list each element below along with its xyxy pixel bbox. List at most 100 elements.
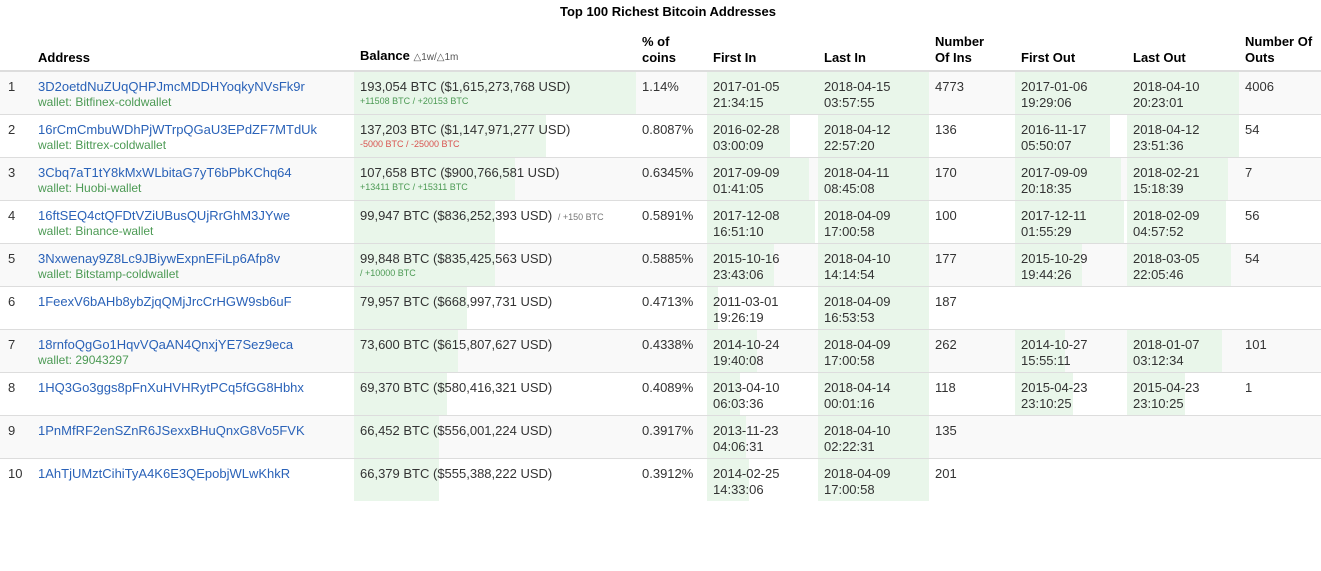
time-value: 14:14:54 (824, 266, 875, 282)
last-in-cell: 2018-04-09 17:00:58 (818, 458, 929, 501)
time-value: 16:53:53 (824, 309, 875, 325)
wallet-label[interactable]: wallet: Huobi-wallet (38, 180, 142, 195)
wallet-label[interactable]: wallet: Bitstamp-coldwallet (38, 266, 179, 281)
col-header-first-out[interactable]: First Out (1015, 26, 1127, 72)
date-value: 2014-02-25 (713, 465, 780, 481)
balance-value: 137,203 BTC ($1,147,971,277 USD) (360, 121, 571, 137)
address-link[interactable]: 16rCmCmbuWDhPjWTrpQGaU3EPdZF7MTdUk (38, 121, 318, 137)
col-header-number-of-ins[interactable]: Number Of Ins (929, 26, 1015, 72)
last-in-cell: 2018-04-09 17:00:58 (818, 200, 929, 244)
outs-count: 56 (1245, 207, 1260, 223)
time-value: 19:29:06 (1021, 95, 1072, 110)
first-in-cell-bar (707, 72, 818, 114)
address-link[interactable]: 1FeexV6bAHb8ybZjqQMjJrcCrHGW9sb6uF (38, 293, 292, 309)
first-in-cell-bar (707, 286, 719, 329)
col-header-number-of-outs[interactable]: Number Of Outs (1239, 26, 1321, 72)
rank-cell: 10 (0, 458, 32, 501)
balance-cell: 69,370 BTC ($580,416,321 USD) (354, 372, 636, 416)
address-link[interactable]: 18rnfoQgGo1HqvVQaAN4QnxjYE7Sez9eca (38, 336, 294, 352)
rank-cell: 9 (0, 415, 32, 459)
time-value: 19:40:08 (713, 352, 764, 368)
first-out-cell (1015, 458, 1127, 501)
balance-cell-bar (354, 372, 448, 415)
last-in-cell-bar (818, 157, 929, 200)
wallet-label[interactable]: wallet: Binance-wallet (38, 223, 154, 238)
date-value: 2018-04-10 (824, 250, 891, 266)
col-header-address[interactable]: Address (32, 26, 354, 72)
date-value: 2016-11-17 (1021, 121, 1087, 137)
number-of-outs-cell (1239, 458, 1321, 501)
time-value: 04:57:52 (1133, 223, 1184, 239)
wallet-label[interactable]: wallet: Bitfinex-coldwallet (38, 95, 172, 109)
time-value: 17:00:58 (824, 352, 875, 368)
ins-count: 136 (935, 121, 957, 137)
balance-change: +13411 BTC / +15311 BTC (360, 181, 468, 192)
address-link[interactable]: 1PnMfRF2enSZnR6JSexxBHuQnxG8Vo5FVK (38, 422, 305, 438)
col-header-last-out[interactable]: Last Out (1127, 26, 1239, 72)
pct-coins-cell: 0.3917% (636, 415, 707, 459)
first-in-cell: 2017-09-09 01:41:05 (707, 157, 818, 201)
balance-change: -5000 BTC / -25000 BTC (360, 138, 460, 149)
pct-coins-value: 1.14% (642, 79, 679, 94)
address-link[interactable]: 16ftSEQ4ctQFDtVZiUBusQUjRrGhM3JYwe (38, 207, 291, 223)
col-header-last-in[interactable]: Last In (818, 26, 929, 72)
last-in-cell: 2018-04-15 03:57:55 (818, 71, 929, 115)
last-in-cell: 2018-04-12 22:57:20 (818, 114, 929, 158)
pct-coins-cell: 0.5891% (636, 200, 707, 244)
date-value: 2015-04-23 (1133, 379, 1200, 395)
last-in-cell-bar (818, 114, 929, 157)
last-in-cell: 2018-04-09 17:00:58 (818, 329, 929, 373)
last-out-cell-bar (1127, 200, 1226, 243)
number-of-ins-cell: 135 (929, 415, 1015, 459)
balance-cell-bar (354, 329, 459, 372)
address-link[interactable]: 3Cbq7aT1tY8kMxWLbitaG7yT6bPbKChq64 (38, 164, 292, 180)
address-cell: 16rCmCmbuWDhPjWTrpQGaU3EPdZF7MTdUk wallet… (32, 114, 354, 158)
address-cell: 1PnMfRF2enSZnR6JSexxBHuQnxG8Vo5FVK (32, 415, 354, 459)
last-out-cell: 2018-04-12 23:51:36 (1127, 114, 1239, 158)
first-in-cell-bar (707, 372, 741, 415)
address-cell: 18rnfoQgGo1HqvVQaAN4QnxjYE7Sez9eca wallet… (32, 329, 354, 373)
number-of-ins-cell: 170 (929, 157, 1015, 201)
first-in-cell: 2014-10-24 19:40:08 (707, 329, 818, 373)
rank-number: 2 (8, 121, 16, 137)
rank-number: 7 (8, 336, 16, 352)
number-of-outs-cell: 54 (1239, 114, 1321, 158)
col-header-balance[interactable]: Balance △1w/△1m (354, 26, 636, 72)
pct-coins-cell: 0.5885% (636, 243, 707, 287)
number-of-outs-cell (1239, 286, 1321, 330)
address-link[interactable]: 1HQ3Go3ggs8pFnXuHVHRytPCq5fGG8Hbhx (38, 379, 304, 395)
time-value: 05:50:07 (1021, 137, 1072, 153)
time-value: 03:12:34 (1133, 352, 1184, 368)
last-out-cell: 2018-02-09 04:57:52 (1127, 200, 1239, 244)
balance-cell-bar (354, 415, 439, 458)
date-value: 2017-09-09 (713, 164, 780, 180)
number-of-ins-cell: 118 (929, 372, 1015, 416)
balance-cell-bar (354, 157, 515, 200)
last-out-cell: 2018-04-10 20:23:01 (1127, 71, 1239, 115)
time-value: 01:55:29 (1021, 223, 1072, 239)
last-in-cell-bar (818, 415, 929, 458)
balance-cell: 137,203 BTC ($1,147,971,277 USD) -5000 BT… (354, 114, 636, 158)
rank-cell: 4 (0, 200, 32, 244)
col-header-pct-coins[interactable]: % of coins (636, 26, 707, 72)
address-link[interactable]: 3D2oetdNuZUqQHPJmcMDDHYoqkyNVsFk9r (38, 79, 305, 94)
col-header-ins-line1: Number (935, 34, 985, 49)
balance-cell: 99,848 BTC ($835,425,563 USD) / +10000 BT… (354, 243, 636, 287)
ins-count: 135 (935, 422, 957, 438)
first-out-cell (1015, 286, 1127, 330)
date-value: 2018-02-21 (1133, 164, 1200, 180)
time-value: 21:34:15 (713, 95, 764, 110)
address-link[interactable]: 1AhTjUMztCihiTyA4K6E3QEpobjWLwKhkR (38, 465, 291, 481)
col-header-first-in[interactable]: First In (707, 26, 818, 72)
wallet-label[interactable]: wallet: Bittrex-coldwallet (38, 137, 167, 152)
rank-number: 1 (8, 79, 16, 94)
address-link[interactable]: 3Nxwenay9Z8Lc9JBiywExpnEFiLp6Afp8v (38, 250, 281, 266)
balance-cell-bar (354, 243, 495, 286)
balance-change-sort-icon[interactable]: △1w/△1m (413, 52, 459, 63)
last-in-cell: 2018-04-10 14:14:54 (818, 243, 929, 287)
pct-coins-cell: 1.14% (636, 71, 707, 115)
ins-count: 170 (935, 164, 957, 180)
wallet-label[interactable]: wallet: 29043297 (38, 352, 129, 367)
date-value: 2013-04-10 (713, 379, 780, 395)
first-out-cell-bar (1015, 157, 1122, 200)
